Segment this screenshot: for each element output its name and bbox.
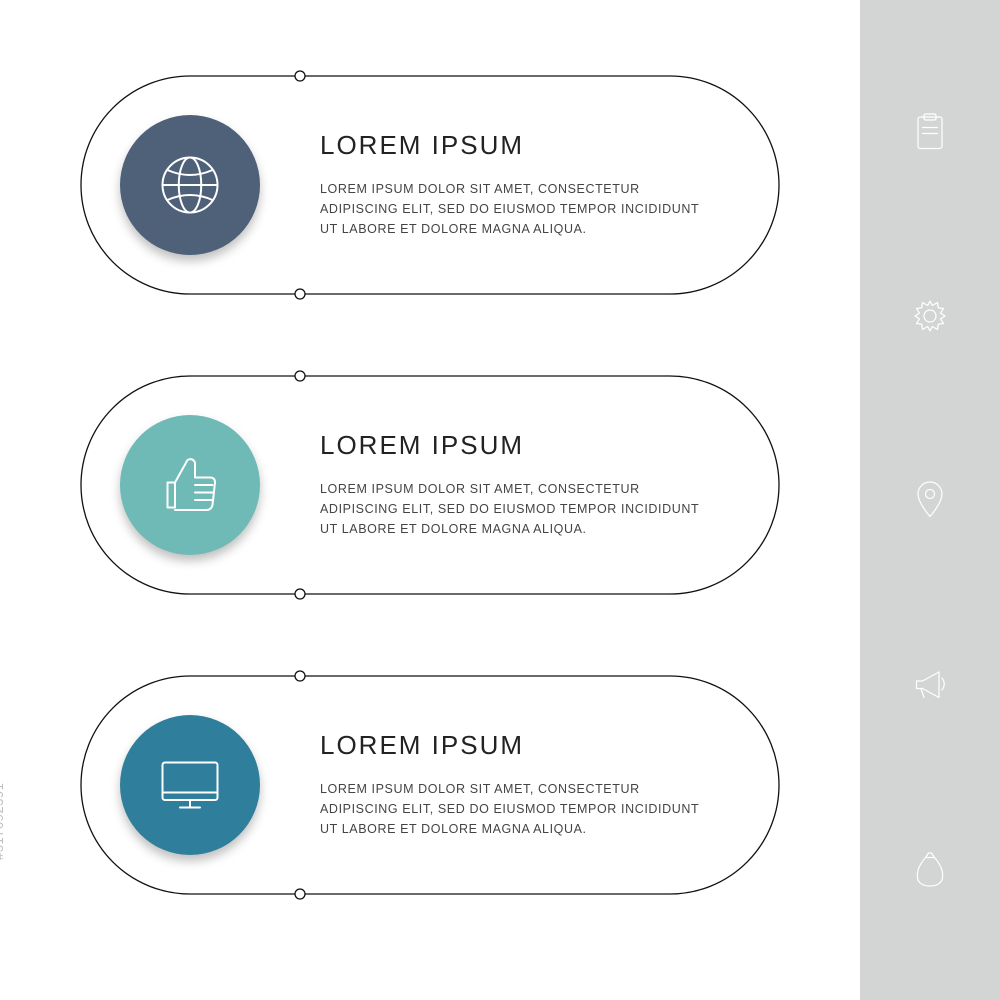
clipboard-icon bbox=[906, 108, 954, 156]
gear-icon bbox=[906, 292, 954, 340]
globe-icon bbox=[150, 145, 230, 225]
globe-icon-circle bbox=[120, 115, 260, 255]
monitor-icon bbox=[150, 745, 230, 825]
item-title: LOREM IPSUM bbox=[320, 730, 720, 761]
pin-icon bbox=[906, 476, 954, 524]
item-text-1: LOREM IPSUM Lorem ipsum dolor sit amet, c… bbox=[320, 130, 720, 239]
infographic-item-3: LOREM IPSUM Lorem ipsum dolor sit amet, c… bbox=[80, 675, 780, 895]
item-text-2: LOREM IPSUM Lorem ipsum dolor sit amet, c… bbox=[320, 430, 720, 539]
infographic-item-1: LOREM IPSUM Lorem ipsum dolor sit amet, c… bbox=[80, 75, 780, 295]
item-title: LOREM IPSUM bbox=[320, 130, 720, 161]
thumbs-up-icon-circle bbox=[120, 415, 260, 555]
item-text-3: LOREM IPSUM Lorem ipsum dolor sit amet, c… bbox=[320, 730, 720, 839]
item-body: Lorem ipsum dolor sit amet, consectetur … bbox=[320, 179, 720, 239]
item-title: LOREM IPSUM bbox=[320, 430, 720, 461]
watermark: #317692391 bbox=[0, 783, 6, 860]
thumbs-up-icon bbox=[150, 445, 230, 525]
megaphone-icon bbox=[906, 660, 954, 708]
item-body: Lorem ipsum dolor sit amet, consectetur … bbox=[320, 479, 720, 539]
infographic-item-2: LOREM IPSUM Lorem ipsum dolor sit amet, c… bbox=[80, 375, 780, 595]
item-body: Lorem ipsum dolor sit amet, consectetur … bbox=[320, 779, 720, 839]
sidebar bbox=[860, 0, 1000, 1000]
monitor-icon-circle bbox=[120, 715, 260, 855]
main-area: LOREM IPSUM Lorem ipsum dolor sit amet, c… bbox=[0, 0, 860, 1000]
sack-icon bbox=[906, 844, 954, 892]
